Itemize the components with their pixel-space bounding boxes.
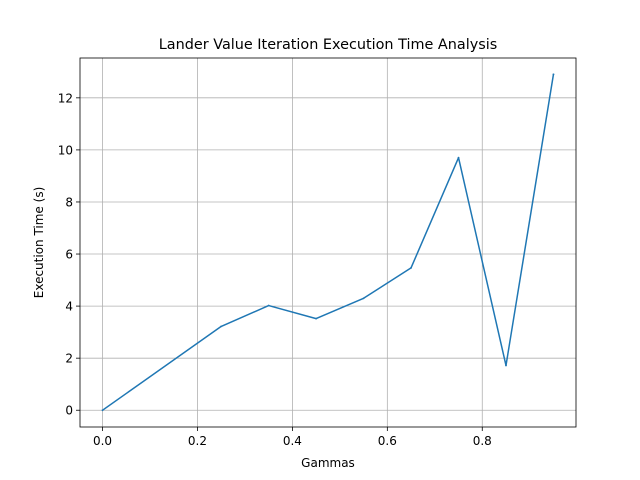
- x-tick-label: 0.2: [188, 434, 207, 448]
- y-tick-label: 8: [65, 195, 73, 209]
- grid: [80, 58, 576, 427]
- plot-frame: [79, 57, 577, 428]
- data-point: [220, 325, 223, 328]
- data-point: [457, 156, 460, 159]
- data-point: [267, 304, 270, 307]
- x-axis-label: Gammas: [301, 456, 355, 470]
- series-layer: [101, 73, 555, 412]
- data-point: [101, 409, 104, 412]
- y-tick-label: 10: [58, 143, 73, 157]
- y-tick-label: 12: [58, 91, 73, 105]
- data-point: [410, 266, 412, 269]
- x-tick-label: 0.6: [378, 434, 397, 448]
- y-tick-label: 4: [65, 300, 73, 314]
- x-tick-label: 0.4: [283, 434, 302, 448]
- y-tick-label: 0: [65, 404, 73, 418]
- chart-title: Lander Value Iteration Execution Time An…: [159, 37, 497, 53]
- data-point: [552, 73, 555, 76]
- data-point: [505, 364, 507, 367]
- data-point: [315, 317, 318, 320]
- data-point: [362, 297, 365, 300]
- series-line: [101, 73, 555, 412]
- y-axis-label: Execution Time (s): [32, 187, 46, 299]
- y-axis: 0 2 4 6 8 10 12: [58, 91, 80, 418]
- x-tick-label: 0.8: [473, 434, 492, 448]
- x-tick-label: 0.0: [93, 434, 112, 448]
- x-axis: 0.0 0.2 0.4 0.6 0.8: [93, 427, 492, 448]
- y-tick-label: 6: [65, 248, 73, 262]
- y-tick-label: 2: [65, 352, 73, 366]
